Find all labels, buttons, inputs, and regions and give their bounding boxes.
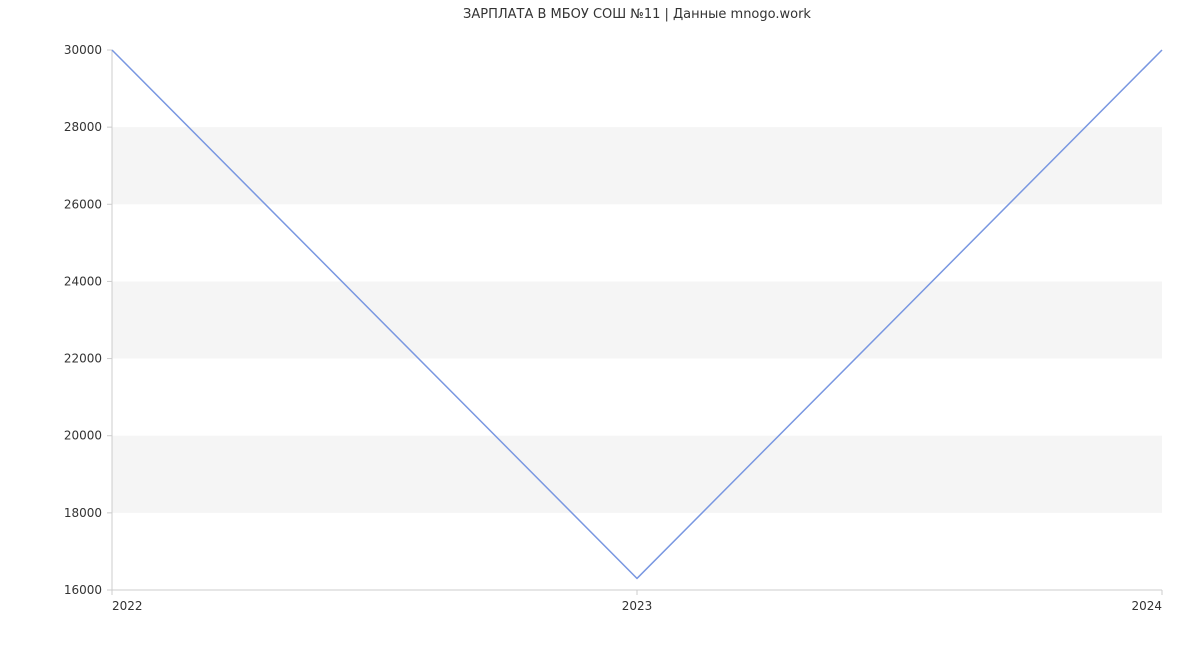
x-tick-label: 2023 — [622, 599, 653, 613]
y-tick-label: 28000 — [64, 120, 102, 134]
y-tick-label: 30000 — [64, 43, 102, 57]
x-tick-label: 2022 — [112, 599, 143, 613]
y-tick-label: 20000 — [64, 429, 102, 443]
x-tick-label: 2024 — [1131, 599, 1162, 613]
y-tick-label: 22000 — [64, 352, 102, 366]
salary-line-chart: 16000 18000 20000 22000 24000 26000 28000 30000… — [0, 0, 1200, 650]
y-tick-label: 24000 — [64, 274, 102, 288]
y-tick-label: 16000 — [64, 583, 102, 597]
y-tick-label: 26000 — [64, 197, 102, 211]
chart-svg: 16000 18000 20000 22000 24000 26000 28000 30000… — [0, 0, 1200, 650]
chart-title: ЗАРПЛАТА В МБОУ СОШ №11 | Данные mnogo.w… — [463, 7, 811, 22]
y-tick-label: 18000 — [64, 506, 102, 520]
